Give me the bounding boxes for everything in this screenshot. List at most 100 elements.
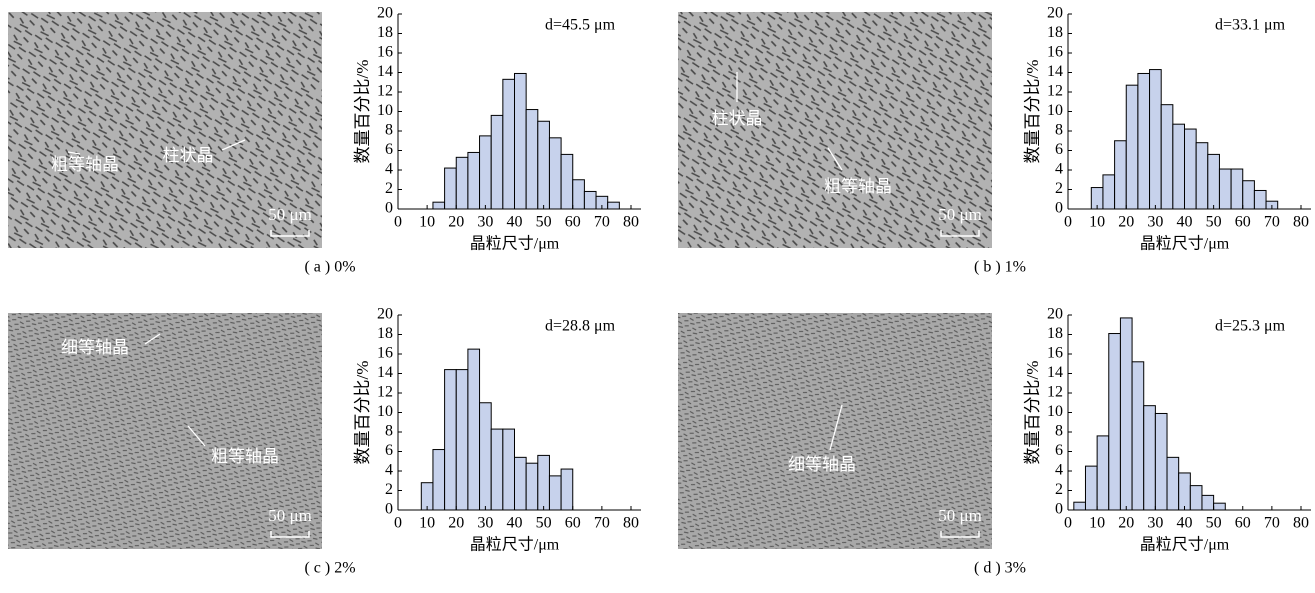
x-tick-label: 80 xyxy=(623,214,639,231)
y-tick-label: 20 xyxy=(1047,5,1063,22)
micrograph-label: 粗等轴晶 xyxy=(211,447,279,466)
x-tick-label: 40 xyxy=(507,515,523,532)
y-axis-label: 数量百分比/% xyxy=(353,361,372,465)
x-tick-label: 10 xyxy=(1089,214,1105,231)
bar xyxy=(1253,189,1267,210)
y-tick-label: 2 xyxy=(385,481,393,498)
y-tick-label: 8 xyxy=(385,122,393,139)
y-tick-label: 18 xyxy=(1047,24,1063,41)
bar xyxy=(560,468,574,511)
bar xyxy=(490,428,504,511)
x-tick-label: 60 xyxy=(565,214,581,231)
y-tick-label: 0 xyxy=(385,501,393,518)
bar xyxy=(1207,153,1220,210)
y-tick-label: 6 xyxy=(1055,141,1063,158)
y-tick-label: 16 xyxy=(1047,44,1063,61)
y-axis-label: 数量百分比/% xyxy=(353,60,372,164)
micrograph-label: 细等轴晶 xyxy=(61,338,129,357)
bar xyxy=(444,369,457,511)
y-tick-label: 2 xyxy=(1055,481,1063,498)
x-tick-label: 50 xyxy=(1206,515,1222,532)
y-tick-label: 20 xyxy=(377,5,393,22)
x-tick-label: 0 xyxy=(1064,515,1072,532)
annotation: d=45.5 μm xyxy=(545,17,616,34)
y-tick-label: 12 xyxy=(1047,83,1063,100)
x-tick-label: 70 xyxy=(1264,515,1280,532)
bar xyxy=(572,179,585,210)
caption: ( b ) 1% xyxy=(974,259,1026,276)
caption: ( c ) 2% xyxy=(304,560,355,577)
bar xyxy=(1160,104,1174,210)
x-tick-label: 30 xyxy=(477,515,493,532)
y-tick-label: 2 xyxy=(1055,180,1063,197)
y-tick-label: 14 xyxy=(1047,364,1063,381)
bar xyxy=(1195,142,1209,210)
y-tick-label: 14 xyxy=(1047,63,1063,80)
x-tick-label: 70 xyxy=(1264,214,1280,231)
bar xyxy=(1073,501,1086,511)
x-tick-label: 80 xyxy=(1293,214,1309,231)
y-tick-label: 20 xyxy=(1047,306,1063,323)
scale-bar-label: 50 μm xyxy=(938,205,982,224)
bar xyxy=(1084,465,1098,511)
bar xyxy=(548,475,562,511)
bar xyxy=(1125,84,1139,210)
x-tick-label: 80 xyxy=(1293,515,1309,532)
bar xyxy=(1131,361,1145,511)
bar xyxy=(514,456,527,511)
bar xyxy=(525,462,539,511)
scale-bar xyxy=(270,230,310,237)
micrograph-label: 细等轴晶 xyxy=(788,455,856,474)
bar xyxy=(537,120,550,210)
y-tick-label: 8 xyxy=(385,423,393,440)
bar xyxy=(1201,494,1215,511)
x-tick-label: 80 xyxy=(623,515,639,532)
x-tick-label: 50 xyxy=(536,515,552,532)
y-tick-label: 14 xyxy=(377,364,393,381)
y-tick-label: 12 xyxy=(1047,384,1063,401)
bar xyxy=(490,114,504,210)
scale-bar-label: 50 μm xyxy=(938,506,982,525)
micrograph xyxy=(678,12,992,248)
x-tick-label: 70 xyxy=(594,515,610,532)
bar xyxy=(444,167,457,210)
bar xyxy=(479,402,492,511)
x-axis-label: 晶粒尺寸/μm xyxy=(1140,235,1230,253)
bar xyxy=(432,201,446,210)
annotation: d=33.1 μm xyxy=(1215,17,1286,34)
bar xyxy=(1108,333,1121,511)
bar xyxy=(455,369,469,511)
x-tick-label: 10 xyxy=(419,515,435,532)
x-tick-label: 60 xyxy=(565,515,581,532)
caption: ( d ) 3% xyxy=(974,560,1026,577)
y-tick-label: 8 xyxy=(1055,122,1063,139)
annotation: d=25.3 μm xyxy=(1215,318,1286,335)
y-tick-label: 18 xyxy=(377,325,393,342)
y-tick-label: 0 xyxy=(1055,501,1063,518)
bar xyxy=(1166,456,1180,511)
y-tick-label: 0 xyxy=(1055,200,1063,217)
x-tick-label: 0 xyxy=(1064,214,1072,231)
y-tick-label: 10 xyxy=(377,102,393,119)
annotation: d=28.8 μm xyxy=(545,318,616,335)
bar xyxy=(432,449,446,511)
bar xyxy=(583,190,597,210)
bar xyxy=(1102,174,1116,210)
bar xyxy=(1218,168,1232,210)
caption: ( a ) 0% xyxy=(304,259,355,276)
bar xyxy=(1137,72,1151,210)
bar xyxy=(1154,412,1168,511)
y-tick-label: 10 xyxy=(377,403,393,420)
bar xyxy=(455,156,469,210)
bar xyxy=(479,135,492,210)
micrograph xyxy=(8,313,322,549)
x-tick-label: 50 xyxy=(536,214,552,231)
y-tick-label: 12 xyxy=(377,384,393,401)
scale-bar-label: 50 μm xyxy=(268,506,312,525)
x-tick-label: 60 xyxy=(1235,214,1251,231)
y-tick-label: 16 xyxy=(377,44,393,61)
bar xyxy=(467,151,481,210)
x-tick-label: 40 xyxy=(1177,214,1193,231)
leader-line xyxy=(187,425,206,447)
bar xyxy=(502,428,516,511)
